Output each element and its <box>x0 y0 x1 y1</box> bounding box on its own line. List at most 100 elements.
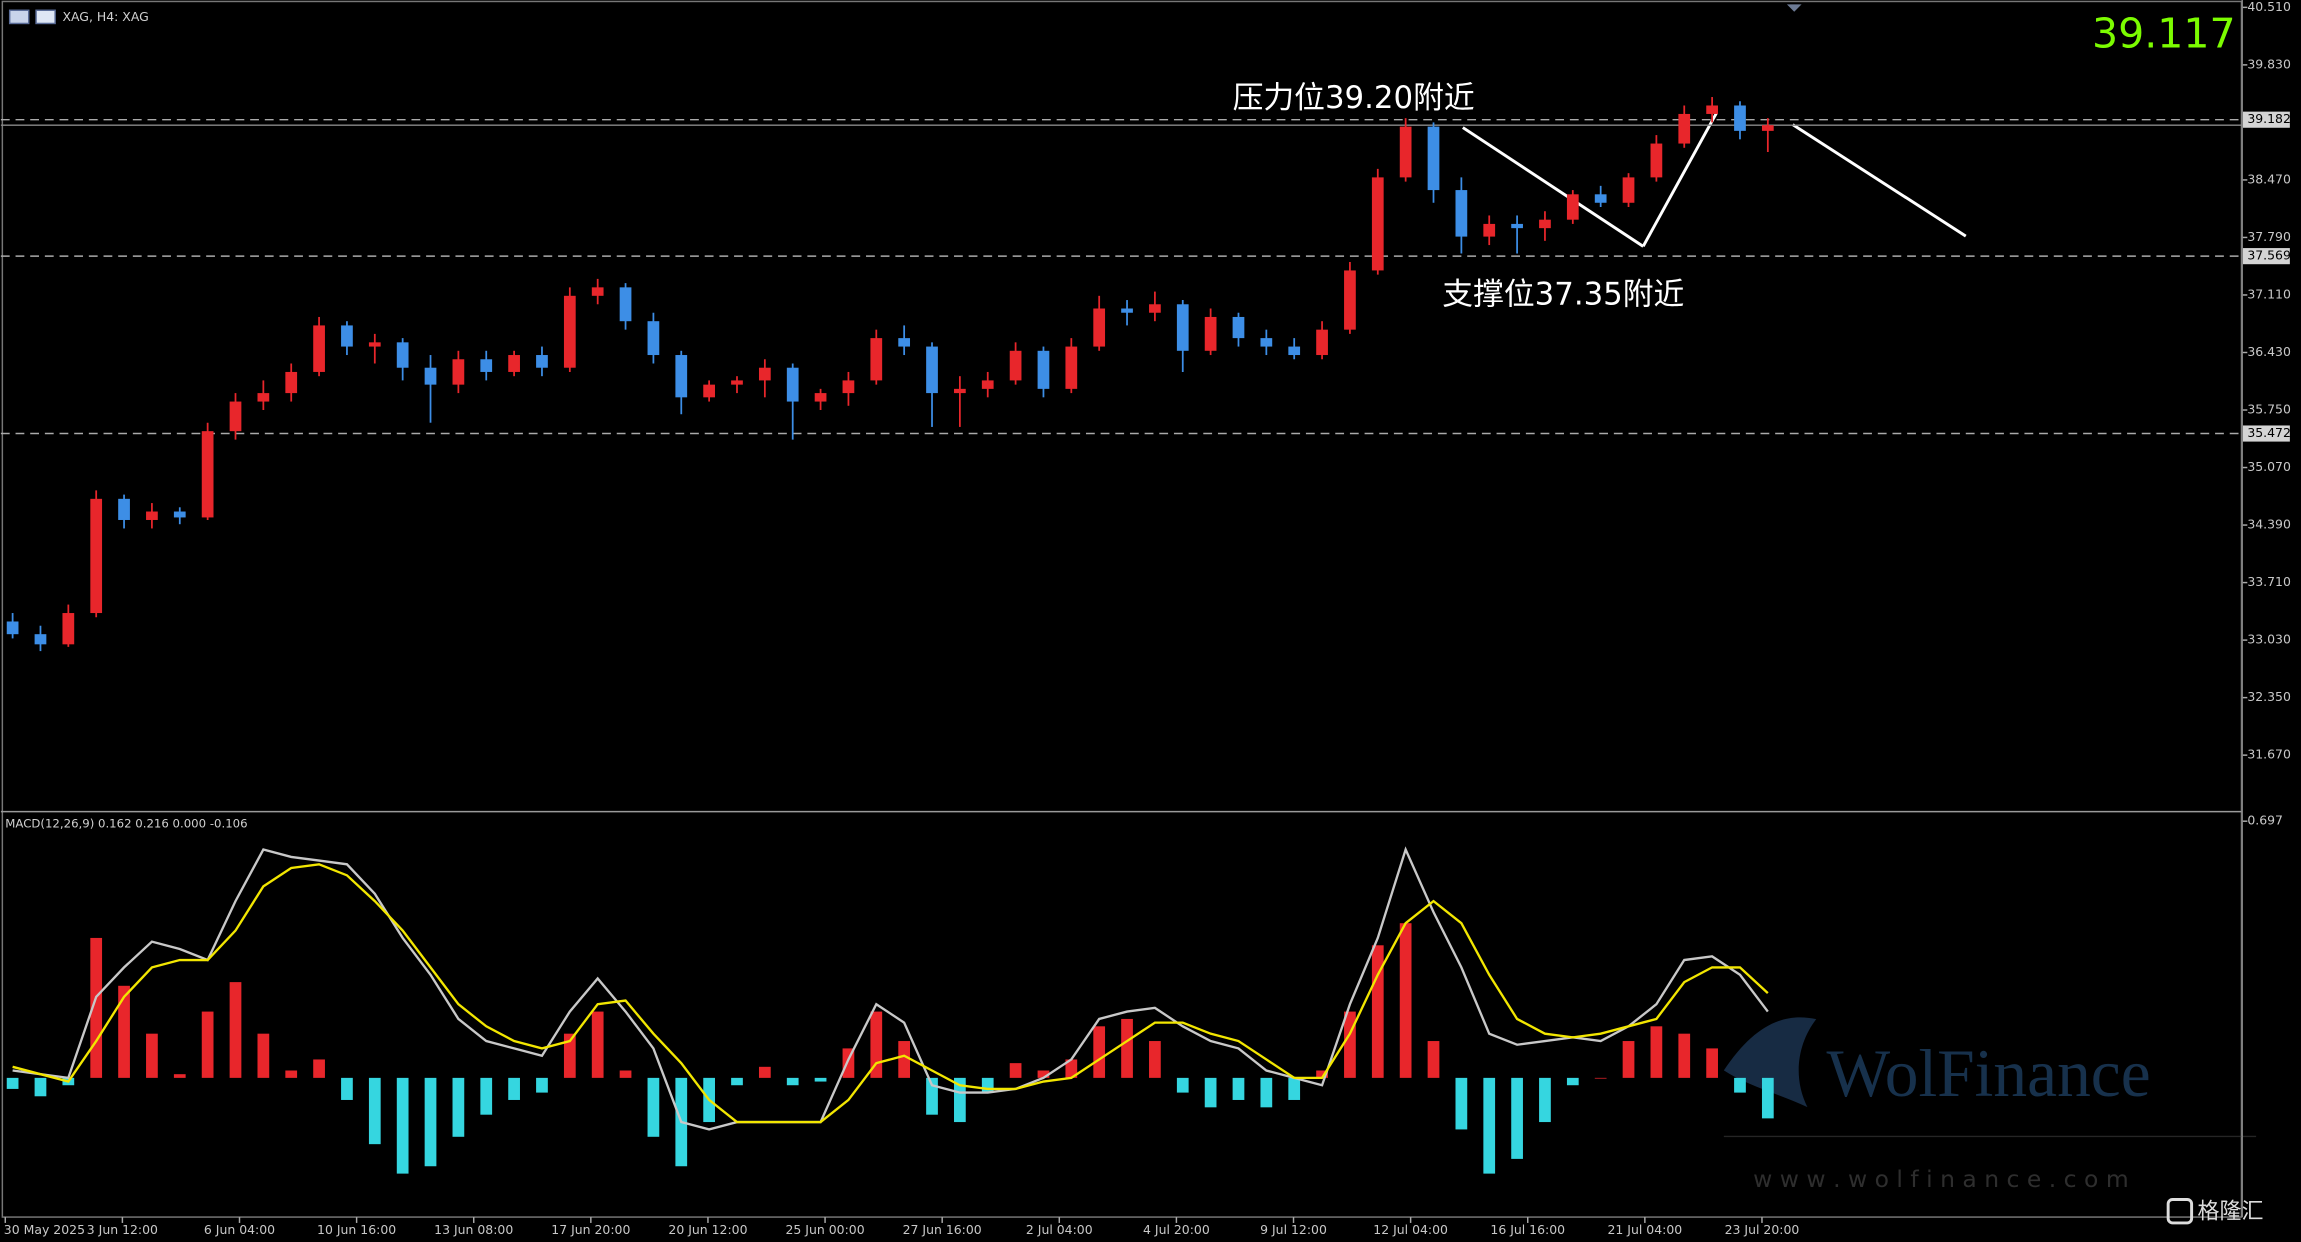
histogram-bar <box>1734 1077 1746 1093</box>
histogram-bar <box>1121 1018 1133 1078</box>
watermark-brand: WolFinance <box>1826 1036 2150 1111</box>
candle-body <box>173 511 186 518</box>
candle-body <box>703 384 715 398</box>
histogram-bar <box>954 1077 966 1123</box>
histogram-bar <box>341 1077 353 1100</box>
histogram-bar <box>1204 1077 1217 1108</box>
source-text: 格隆汇 <box>2197 1200 2263 1225</box>
x-tick-label: 27 Jun 16:00 <box>903 1222 982 1237</box>
y-tick-label: 39.830 <box>2247 56 2291 71</box>
histogram-bar <box>1483 1077 1496 1174</box>
candle-body <box>229 401 242 432</box>
histogram-bar <box>1009 1063 1022 1078</box>
candle-body <box>591 287 604 296</box>
histogram-bar <box>229 982 242 1078</box>
candle-body <box>1204 316 1217 351</box>
candle-body <box>1149 304 1161 313</box>
symbol-icon <box>35 9 56 25</box>
histogram-bar <box>368 1077 381 1145</box>
candle-body <box>396 342 409 368</box>
histogram-bar <box>6 1077 19 1089</box>
candle-body <box>1316 329 1328 356</box>
histogram-bar <box>1455 1077 1468 1130</box>
candle-body <box>981 380 994 389</box>
y-tick-label: 35.070 <box>2247 459 2291 474</box>
candle-body <box>1678 113 1691 144</box>
histogram-bar <box>452 1077 465 1137</box>
candle-body <box>34 634 47 645</box>
y-tick-label: 36.430 <box>2247 344 2291 359</box>
candle-body <box>1455 190 1468 237</box>
histogram-bar <box>926 1077 938 1115</box>
candle-body <box>341 325 353 347</box>
x-tick-label: 16 Jul 16:00 <box>1490 1222 1565 1237</box>
macd-line <box>12 846 1769 1131</box>
trend-line <box>1791 123 1967 238</box>
histogram-bar <box>1260 1077 1273 1108</box>
histogram-bar <box>1232 1077 1245 1100</box>
candle-body <box>814 393 827 402</box>
candle-body <box>1371 177 1384 271</box>
candle-body <box>1037 350 1050 389</box>
candle-body <box>954 388 966 394</box>
histogram-bar <box>90 937 103 1078</box>
annotation: 支撑位37.35附近 <box>1442 277 1684 313</box>
histogram-bar <box>146 1033 158 1078</box>
histogram-bar <box>563 1033 576 1078</box>
histogram-bar <box>1176 1077 1189 1093</box>
candle-body <box>146 511 158 520</box>
candle-body <box>1427 126 1440 191</box>
candle-body <box>6 621 19 635</box>
candle-body <box>1093 308 1106 347</box>
chart-header: XAG, H4: XAG <box>62 9 148 24</box>
histogram-bar <box>1371 945 1384 1078</box>
histogram-bar <box>1093 1026 1106 1078</box>
x-tick-label: 25 Jun 00:00 <box>786 1222 865 1237</box>
symbol-icon <box>8 9 30 25</box>
x-tick-label: 6 Jun 04:00 <box>204 1222 275 1237</box>
candle-body <box>508 355 520 372</box>
candle-body <box>926 346 938 394</box>
x-tick-label: 3 Jun 12:00 <box>87 1222 158 1237</box>
histogram-bar <box>758 1066 771 1078</box>
candle-body <box>1761 125 1774 131</box>
histogram-bar <box>508 1077 520 1100</box>
x-tick-label: 4 Jul 20:00 <box>1143 1222 1210 1237</box>
candle-body <box>619 287 632 322</box>
candle-body <box>368 342 381 347</box>
y-tick-label: 32.350 <box>2247 689 2291 704</box>
x-tick-label: 13 Jun 08:00 <box>434 1222 513 1237</box>
histogram-bar <box>1566 1077 1579 1086</box>
candle-body <box>285 371 298 394</box>
histogram-bar <box>619 1070 632 1078</box>
x-tick-label: 9 Jul 12:00 <box>1260 1222 1327 1237</box>
x-tick-label: 30 May 2025 <box>4 1222 85 1237</box>
histogram-bar <box>898 1041 911 1078</box>
candle-body <box>1566 194 1579 220</box>
candle-body <box>1483 223 1496 237</box>
y-tick-label: 34.390 <box>2247 517 2291 532</box>
histogram-bar <box>1399 923 1412 1078</box>
histogram-bar <box>814 1077 827 1082</box>
histogram-bar <box>201 1011 214 1078</box>
histogram-bar <box>1344 1011 1356 1078</box>
y-tick-label: 37.790 <box>2247 229 2291 244</box>
histogram-bar <box>34 1077 47 1097</box>
histogram-bar <box>313 1059 325 1078</box>
histogram-bar <box>1678 1033 1691 1078</box>
histogram-bar <box>285 1070 298 1078</box>
level-label: 39.182 <box>2247 111 2291 126</box>
histogram-bar <box>1539 1077 1551 1123</box>
candle-body <box>1232 316 1245 339</box>
level-label-box <box>2242 248 2290 265</box>
x-tick-label: 21 Jul 04:00 <box>1608 1222 1683 1237</box>
candle-body <box>536 355 548 368</box>
level-label-box <box>2242 425 2290 442</box>
candle-body <box>118 498 130 520</box>
candle-body <box>1009 350 1022 381</box>
signal-line <box>12 863 1769 1124</box>
histogram-bar <box>981 1077 994 1093</box>
